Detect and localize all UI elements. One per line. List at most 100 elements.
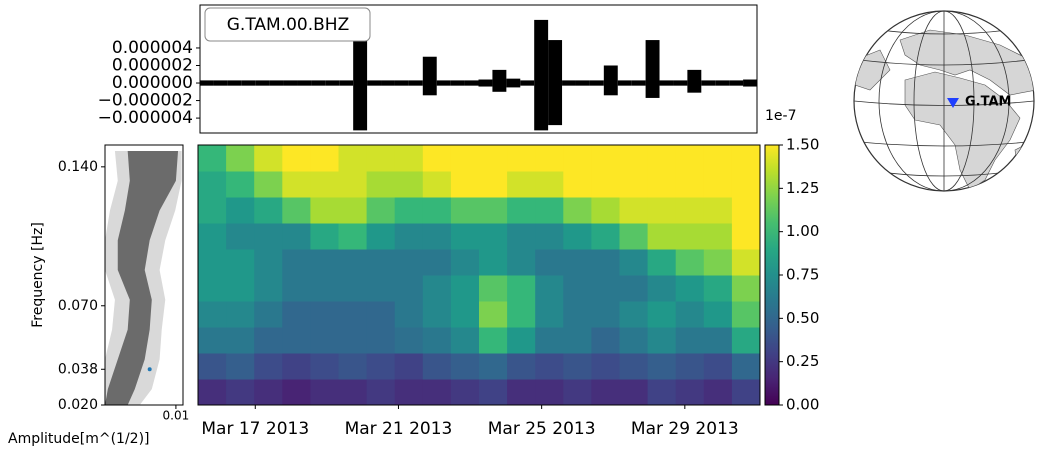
heatmap-cell xyxy=(226,379,255,406)
heatmap-cell xyxy=(563,301,592,328)
heatmap-cell xyxy=(591,301,620,328)
waveform-segment xyxy=(353,40,368,131)
heatmap-cell xyxy=(338,301,368,328)
heatmap-cell xyxy=(198,353,227,380)
waveform-segment xyxy=(687,69,702,93)
heatmap-cell xyxy=(282,379,311,406)
heatmap-cell xyxy=(282,197,311,224)
heatmap-cell xyxy=(226,301,255,328)
heatmap-cell xyxy=(647,353,677,380)
heatmap-cell xyxy=(535,249,564,276)
y-tick-label: −0.000004 xyxy=(98,108,193,128)
heatmap-cell xyxy=(507,275,536,302)
heatmap-cell xyxy=(422,353,452,380)
heatmap-cell xyxy=(422,145,452,172)
heatmap-cell xyxy=(731,145,761,172)
heatmap-cell xyxy=(198,379,227,406)
heatmap-cell xyxy=(282,353,311,380)
heatmap-cell xyxy=(479,327,508,354)
waveform-segment xyxy=(283,80,298,86)
heatmap-cell xyxy=(282,275,311,302)
waveform-segment xyxy=(548,40,563,126)
heatmap-cell xyxy=(310,197,339,224)
heatmap-cell xyxy=(479,171,508,198)
heatmap-cell xyxy=(226,145,255,172)
heatmap-cell xyxy=(366,249,396,276)
x-tick-label: Mar 17 2013 xyxy=(201,419,309,439)
heatmap-cell xyxy=(254,301,283,328)
waveform-segment xyxy=(562,80,576,86)
heatmap-cell xyxy=(675,275,705,302)
waveform-segment xyxy=(269,80,284,86)
heatmap-cell xyxy=(703,249,733,276)
waveform-segment xyxy=(339,80,354,86)
heatmap-cell xyxy=(703,353,733,380)
y-tick-label: 0.140 xyxy=(58,159,98,175)
heatmap-cell xyxy=(450,249,480,276)
colorbar xyxy=(764,144,780,406)
heatmap-cell xyxy=(338,197,368,224)
colorbar-tick-label: 1.00 xyxy=(786,222,819,240)
waveform-segment xyxy=(534,19,549,131)
heatmap-cell xyxy=(535,379,564,406)
heatmap-cell xyxy=(226,171,255,198)
heatmap-cell xyxy=(731,379,761,406)
colorbar-offset: 1e-7 xyxy=(765,108,796,124)
heatmap-cell xyxy=(450,301,480,328)
heatmap-cell xyxy=(675,223,705,250)
heatmap-cell xyxy=(479,249,508,276)
heatmap-cell xyxy=(310,301,339,328)
heatmap-cell xyxy=(703,379,733,406)
heatmap-cell xyxy=(450,275,480,302)
heatmap-cell xyxy=(563,379,592,406)
x-axis-label: Amplitude[m^(1/2)] xyxy=(8,431,150,447)
heatmap-cell xyxy=(507,223,536,250)
heatmap-cell xyxy=(591,171,620,198)
heatmap-cell xyxy=(394,145,424,172)
waveform-segment xyxy=(241,80,256,86)
axes-frame xyxy=(104,144,184,406)
waveform-segment xyxy=(659,80,674,86)
waveform-segment xyxy=(464,80,479,86)
heatmap-cell xyxy=(675,171,705,198)
heatmap-cell xyxy=(366,353,396,380)
heatmap-cell xyxy=(310,171,339,198)
heatmap-cell xyxy=(282,145,311,172)
heatmap-cell xyxy=(731,197,761,224)
heatmap-cell xyxy=(338,353,368,380)
heatmap-cell xyxy=(619,197,649,224)
heatmap-cell xyxy=(535,145,564,172)
waveform-segment xyxy=(381,80,395,86)
waveform-segment xyxy=(450,80,465,86)
amplitude-band xyxy=(105,150,179,405)
heatmap-cell xyxy=(647,145,677,172)
heatmap-cell xyxy=(226,249,255,276)
heatmap-cell xyxy=(310,275,339,302)
heatmap-cell xyxy=(450,327,480,354)
heatmap-cell xyxy=(507,327,536,354)
heatmap-cell xyxy=(563,145,592,172)
heatmap-cell xyxy=(310,145,339,172)
x-tick-label: Mar 29 2013 xyxy=(631,419,739,439)
waveform-segment xyxy=(213,80,228,86)
colorbar-tick-label: 1.50 xyxy=(786,136,819,154)
heatmap-cell xyxy=(366,223,396,250)
heatmap-cell xyxy=(198,197,227,224)
y-tick-label: 0.020 xyxy=(58,397,98,413)
heatmap-cell xyxy=(731,275,761,302)
axes-frame xyxy=(197,144,761,406)
heatmap-cell xyxy=(422,223,452,250)
heatmap-cell xyxy=(479,223,508,250)
heatmap-cell xyxy=(619,171,649,198)
heatmap-cell xyxy=(254,327,283,354)
heatmap-cell xyxy=(450,353,480,380)
heatmap-cell xyxy=(450,223,480,250)
heatmap-cell xyxy=(619,249,649,276)
waveform-segment xyxy=(673,80,688,86)
waveform-segment xyxy=(743,79,757,87)
heatmap-cell xyxy=(226,327,255,354)
y-tick-label: −0.000002 xyxy=(98,91,193,111)
heatmap-cell xyxy=(254,223,283,250)
heatmap-cell xyxy=(226,223,255,250)
waveform-segment xyxy=(367,80,382,86)
